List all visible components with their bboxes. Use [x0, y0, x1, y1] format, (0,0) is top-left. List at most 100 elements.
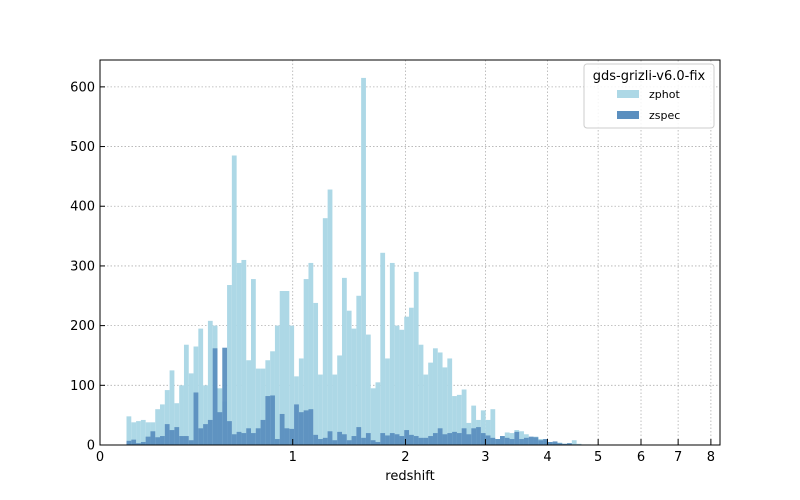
- zspec-bar: [274, 439, 280, 445]
- zphot-bar: [279, 291, 285, 445]
- zphot-bar: [370, 388, 376, 445]
- zphot-bar: [255, 368, 261, 445]
- zspec-bar: [327, 431, 333, 445]
- zspec-bar: [356, 427, 362, 445]
- zphot-bar: [126, 416, 132, 445]
- zphot-bar: [346, 310, 352, 445]
- zphot-bar: [385, 358, 390, 445]
- zspec-bar: [126, 440, 132, 445]
- zphot-bar: [423, 374, 429, 445]
- zspec-bar: [380, 433, 386, 445]
- y-tick-label: 100: [70, 379, 95, 394]
- zphot-bar: [298, 358, 304, 445]
- zspec-bar: [246, 428, 252, 445]
- zspec-bar: [485, 435, 491, 445]
- zspec-bar: [241, 433, 247, 445]
- zphot-bar: [490, 409, 496, 445]
- zphot-bar: [361, 77, 366, 445]
- plot-frame: [99, 59, 721, 446]
- zphot-bar: [432, 348, 438, 445]
- zspec-bar: [198, 428, 204, 445]
- zspec-bar: [318, 439, 323, 445]
- zphot-bar: [318, 374, 323, 445]
- zphot-bar: [447, 358, 453, 445]
- zspec-bar: [160, 436, 165, 445]
- zspec-bar: [337, 431, 342, 445]
- zspec-bar: [471, 428, 477, 445]
- legend-swatch-zphot: [617, 90, 639, 98]
- y-tick-label: 0: [87, 439, 95, 454]
- zspec-bar: [284, 428, 290, 445]
- zspec-bar: [140, 442, 146, 445]
- zspec-bar: [303, 410, 309, 445]
- zphot-bar: [375, 382, 381, 445]
- zphot-bar: [413, 271, 419, 445]
- zspec-bar: [466, 434, 472, 445]
- zphot-bar: [183, 344, 189, 445]
- zphot-bar: [131, 422, 137, 445]
- zphot-bar: [404, 316, 410, 445]
- zphot-bar: [519, 431, 524, 445]
- y-tick-label: 600: [70, 80, 95, 95]
- zphot-bar: [332, 374, 338, 445]
- zphot-bar: [260, 368, 266, 445]
- zspec-bar: [346, 440, 352, 445]
- zphot-bar: [313, 302, 319, 445]
- zspec-bar: [183, 436, 189, 445]
- zspec-bar: [375, 442, 381, 445]
- zspec-bar: [298, 412, 304, 445]
- zspec-bars: [126, 347, 582, 445]
- zphot-bar: [452, 396, 457, 445]
- zspec-bar: [341, 434, 347, 445]
- zphot-bar: [442, 367, 448, 445]
- legend-label-zspec: zspec: [649, 109, 680, 122]
- zspec-bar: [265, 396, 271, 445]
- zspec-bar: [365, 433, 371, 445]
- zphot-bar: [337, 355, 342, 445]
- zphot-bar: [284, 291, 290, 445]
- zphot-bar: [274, 325, 280, 445]
- zphot-bar: [227, 285, 232, 445]
- zspec-bar: [509, 439, 515, 445]
- zspec-bar: [279, 413, 285, 445]
- zspec-bar: [476, 427, 481, 445]
- zphot-bar: [160, 404, 165, 445]
- x-tick-label: 2: [401, 450, 409, 465]
- zphot-bar: [389, 262, 395, 445]
- zspec-bar: [136, 443, 141, 445]
- zspec-bar: [227, 421, 232, 445]
- zspec-bar: [231, 434, 237, 445]
- legend-box: [583, 63, 715, 129]
- zphot-bar: [145, 422, 151, 445]
- zphot-bar: [418, 344, 424, 445]
- zspec-bar: [504, 437, 510, 445]
- zspec-bar: [562, 443, 568, 445]
- zspec-bar: [308, 409, 314, 445]
- zphot-bar: [394, 325, 400, 445]
- zphot-bar: [327, 189, 333, 445]
- x-tick-label: 4: [543, 450, 551, 465]
- y-tick-label: 300: [70, 259, 95, 274]
- y-tick-label: 200: [70, 319, 95, 334]
- zspec-bar: [514, 431, 520, 445]
- zspec-bar: [423, 437, 429, 445]
- zspec-bar: [322, 437, 328, 445]
- zphot-bar: [365, 334, 371, 445]
- zspec-bar: [145, 436, 151, 445]
- zspec-bar: [251, 433, 256, 445]
- zspec-bar: [495, 439, 501, 445]
- zphot-bar: [409, 307, 414, 445]
- zspec-bar: [193, 392, 199, 445]
- zphot-bar: [251, 279, 256, 445]
- zphot-bar: [322, 218, 328, 445]
- zphot-bar: [169, 370, 175, 445]
- zspec-bar: [447, 433, 453, 445]
- zspec-bar: [389, 433, 395, 445]
- zspec-bar: [399, 436, 405, 445]
- zphot-bar: [428, 362, 433, 445]
- zphot-bar: [571, 440, 577, 445]
- zphot-bar: [155, 409, 161, 445]
- legend-title: gds-grizli-v6.0-fix: [593, 69, 706, 84]
- x-tick-label: 8: [707, 450, 715, 465]
- zspec-bar: [394, 434, 400, 445]
